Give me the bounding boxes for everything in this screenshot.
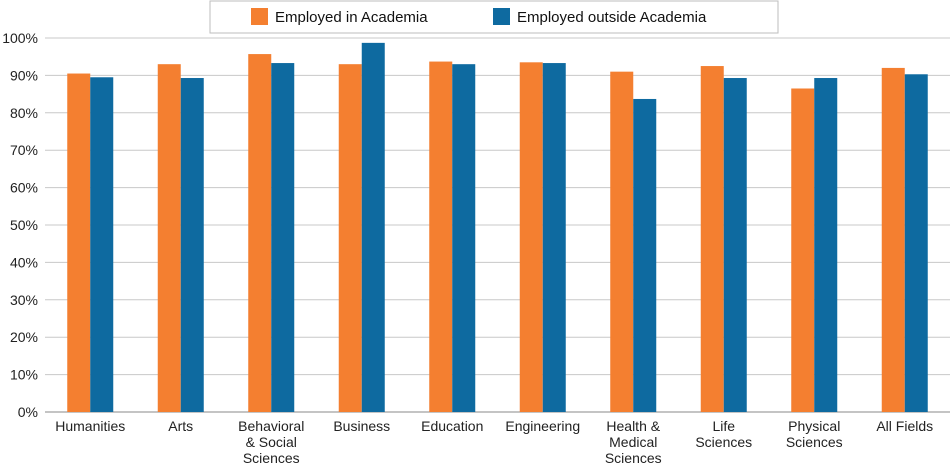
x-category-label: Behavioral & Social Sciences bbox=[238, 418, 304, 466]
y-tick-label: 0% bbox=[18, 404, 38, 420]
bar-academia bbox=[519, 62, 543, 413]
legend-label-academia: Employed in Academia bbox=[275, 9, 428, 26]
x-category-label: All Fields bbox=[876, 418, 933, 434]
bar-academia bbox=[157, 64, 181, 413]
bar-academia bbox=[248, 54, 272, 412]
x-axis-categories: Humanities Arts Behavioral & Social Sciences… bbox=[55, 418, 933, 466]
bar-outside bbox=[452, 64, 476, 413]
y-tick-label: 40% bbox=[10, 254, 38, 270]
bar-academia bbox=[881, 67, 905, 413]
x-category-label: Physical Sciences bbox=[786, 418, 843, 450]
y-axis-ticks: 0% 10% 20% 30% 40% 50% 60% 70% 80% 90% 100% bbox=[2, 30, 38, 420]
x-category-label: Health & Medical Sciences bbox=[605, 418, 662, 466]
legend-swatch-outside bbox=[493, 8, 510, 25]
legend: Employed in Academia Employed outside Ac… bbox=[209, 0, 779, 34]
y-tick-label: 100% bbox=[2, 30, 38, 46]
bar-academia bbox=[610, 71, 634, 412]
x-category-label: Humanities bbox=[55, 418, 125, 434]
y-tick-label: 10% bbox=[10, 367, 38, 383]
y-tick-label: 20% bbox=[10, 329, 38, 345]
y-tick-label: 90% bbox=[10, 67, 38, 83]
legend-label-outside: Employed outside Academia bbox=[517, 9, 707, 26]
x-category-label: Education bbox=[421, 418, 483, 434]
bar-outside bbox=[271, 63, 295, 413]
bar-academia bbox=[429, 61, 453, 412]
y-tick-label: 50% bbox=[10, 217, 38, 233]
y-tick-label: 60% bbox=[10, 180, 38, 196]
bar-outside bbox=[90, 77, 114, 413]
y-tick-label: 70% bbox=[10, 142, 38, 158]
bar-outside bbox=[361, 42, 385, 412]
bar-outside bbox=[180, 78, 204, 412]
bar-outside bbox=[814, 78, 838, 412]
bars bbox=[67, 42, 928, 413]
bar-academia bbox=[67, 73, 91, 412]
bar-outside bbox=[723, 78, 747, 412]
bar-outside bbox=[542, 63, 566, 413]
x-category-label: Business bbox=[333, 418, 390, 434]
y-tick-label: 80% bbox=[10, 105, 38, 121]
bar-outside bbox=[633, 98, 657, 412]
bar-academia bbox=[338, 64, 362, 413]
bar-academia bbox=[700, 66, 724, 413]
bar-academia bbox=[791, 88, 815, 413]
x-category-label: Arts bbox=[168, 418, 193, 434]
x-category-label: Engineering bbox=[505, 418, 580, 434]
x-category-label: Life Sciences bbox=[695, 418, 752, 450]
bar-outside bbox=[904, 74, 928, 412]
legend-swatch-academia bbox=[251, 8, 268, 25]
y-tick-label: 30% bbox=[10, 292, 38, 308]
